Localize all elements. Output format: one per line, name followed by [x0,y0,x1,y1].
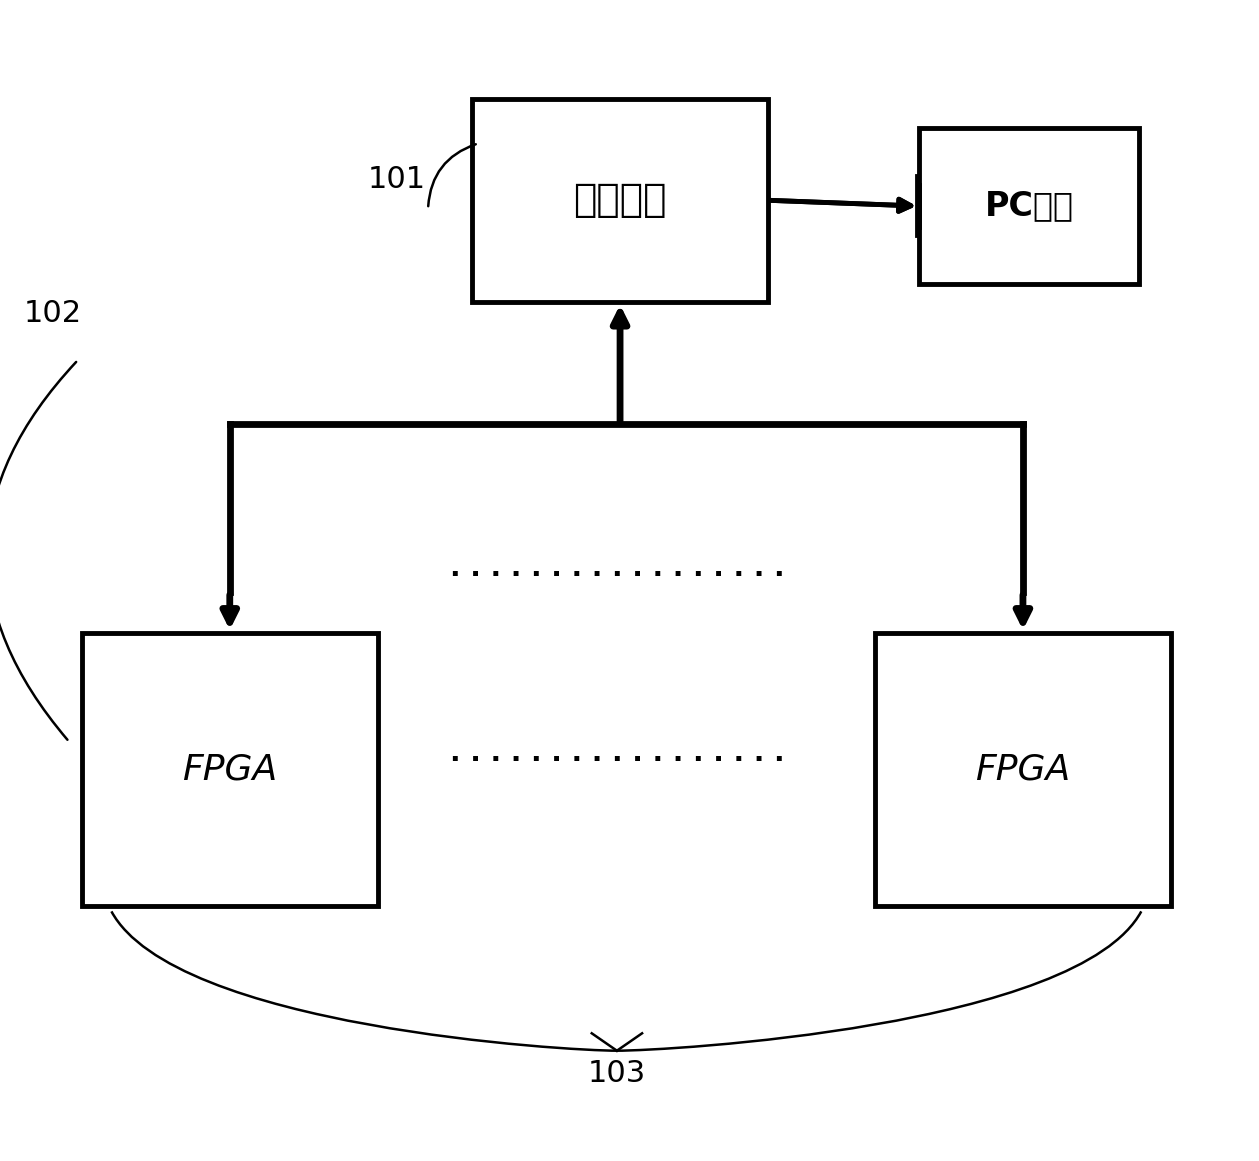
Text: 主控芯片: 主控芯片 [573,181,667,219]
FancyBboxPatch shape [919,128,1139,284]
Text: 103: 103 [588,1060,646,1088]
FancyBboxPatch shape [875,633,1171,906]
Text: FPGA: FPGA [976,752,1070,786]
FancyBboxPatch shape [82,633,378,906]
Text: PC通信: PC通信 [985,189,1074,223]
Text: 102: 102 [24,300,82,327]
FancyBboxPatch shape [472,99,768,302]
Text: 101: 101 [368,166,426,194]
Text: · · · · · · · · · · · · · · · · ·: · · · · · · · · · · · · · · · · · [449,561,784,589]
Text: · · · · · · · · · · · · · · · · ·: · · · · · · · · · · · · · · · · · [449,747,784,774]
Text: FPGA: FPGA [183,752,277,786]
